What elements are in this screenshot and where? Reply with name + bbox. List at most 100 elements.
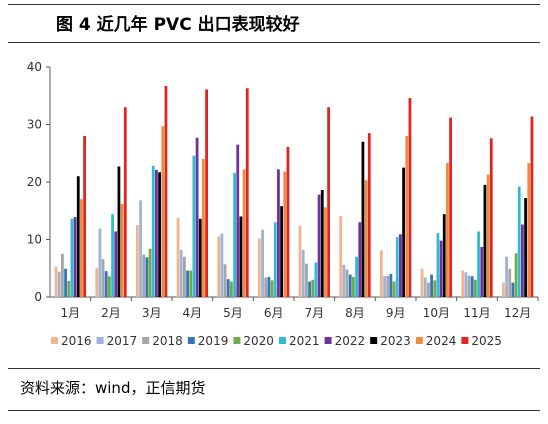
legend-label-2025: 2025 — [471, 334, 502, 348]
bar-2020-5 — [230, 281, 233, 297]
bar-2019-5 — [226, 279, 230, 297]
x-tick-label: 8月 — [345, 306, 365, 320]
bar-2022-9 — [399, 234, 402, 297]
bar-2025-11 — [489, 138, 493, 297]
bar-2017-5 — [220, 233, 224, 297]
bar-2024-3 — [161, 126, 165, 297]
legend-swatch-2019 — [187, 337, 195, 344]
bar-2021-3 — [151, 165, 155, 297]
x-tick-label: 11月 — [463, 306, 490, 320]
x-tick-label: 3月 — [142, 306, 162, 320]
bar-2023-8 — [361, 141, 365, 297]
y-axis: 0 10 20 30 40 — [27, 60, 51, 304]
bar-2024-10 — [446, 163, 449, 297]
bar-2017-11 — [464, 272, 468, 297]
bar-2022-5 — [236, 144, 240, 298]
bar-2021-11 — [477, 231, 480, 297]
bar-2021-12 — [517, 186, 521, 297]
legend-label-2024: 2024 — [426, 334, 457, 348]
bar-2023-7 — [320, 190, 324, 297]
bar-2019-12 — [511, 282, 515, 298]
x-tick-label: 1月 — [61, 306, 81, 320]
legend: 2016 2017 2018 2019 2020 2021 2022 2023 2024 2025 — [51, 334, 502, 348]
bar-2016-10 — [420, 268, 424, 297]
bar-2020-3 — [148, 248, 152, 297]
bar-2017-4 — [179, 249, 183, 297]
bar-2018-5 — [223, 264, 227, 297]
bar-2018-6 — [264, 277, 268, 297]
legend-swatch-2024 — [415, 337, 423, 344]
bar-2023-1 — [76, 176, 80, 297]
bar-2020-12 — [514, 253, 518, 297]
export-bar-chart: 0 10 20 30 40 1月 2月 3月 4月 5月 6月 7月 8月 9月 10月 11月 12月 20… — [27, 60, 539, 348]
bar-2017-12 — [505, 256, 508, 297]
bar-2016-12 — [502, 282, 505, 298]
bar-2016-6 — [258, 238, 261, 297]
bar-2017-3 — [139, 200, 142, 297]
legend-label-2020: 2020 — [243, 334, 274, 348]
bar-2024-9 — [405, 136, 409, 297]
bar-2022-12 — [521, 224, 524, 297]
bar-2025-3 — [164, 85, 168, 297]
legend-label-2021: 2021 — [289, 334, 320, 348]
bar-2024-1 — [80, 199, 83, 297]
bar-2024-5 — [242, 169, 246, 297]
bar-2016-3 — [136, 225, 139, 298]
legend-swatch-2022 — [324, 337, 332, 344]
bar-2019-6 — [267, 276, 271, 298]
source-note: 资料来源：wind，正信期货 — [20, 379, 206, 397]
bottom-rule — [8, 410, 540, 411]
bar-2017-10 — [423, 277, 427, 297]
y-tick-label: 20 — [27, 175, 42, 189]
bar-2021-8 — [355, 256, 358, 297]
bar-2022-3 — [155, 169, 158, 297]
bar-2021-6 — [273, 222, 277, 297]
bar-2021-7 — [314, 262, 318, 297]
bar-2019-2 — [104, 271, 108, 298]
x-tick-label: 2月 — [101, 306, 121, 320]
bar-2019-7 — [308, 281, 311, 297]
bar-2023-3 — [158, 172, 161, 297]
bar-2018-8 — [345, 269, 349, 297]
bar-2021-9 — [395, 237, 399, 297]
title-rule — [8, 42, 540, 43]
bar-2025-4 — [205, 89, 208, 297]
bar-2018-3 — [142, 254, 146, 297]
bar-2022-2 — [114, 231, 118, 297]
bar-2023-6 — [280, 206, 283, 297]
bar-2019-9 — [389, 274, 393, 297]
bar-2021-10 — [436, 233, 440, 297]
x-tick-label: 6月 — [264, 306, 284, 320]
bar-2018-12 — [508, 268, 512, 297]
bar-2019-1 — [64, 268, 67, 297]
bars — [54, 85, 534, 298]
bar-2024-11 — [486, 174, 490, 297]
legend-swatch-2016 — [51, 337, 58, 344]
bar-2025-7 — [327, 107, 330, 297]
bar-2020-9 — [392, 281, 396, 297]
bar-2024-7 — [324, 207, 327, 297]
bar-2016-5 — [217, 236, 221, 298]
bar-2019-10 — [430, 274, 433, 297]
bar-2017-2 — [98, 228, 102, 297]
bar-2024-6 — [283, 171, 287, 297]
bar-2022-7 — [317, 194, 321, 297]
legend-swatch-2017 — [96, 337, 104, 344]
bar-2023-11 — [483, 184, 487, 298]
x-tick-label: 9月 — [386, 306, 406, 320]
bar-2018-7 — [305, 263, 308, 297]
bar-2025-6 — [286, 146, 290, 297]
bar-2023-12 — [524, 198, 527, 297]
bar-2018-1 — [61, 253, 64, 298]
bar-2020-7 — [311, 279, 315, 297]
y-tick-label: 30 — [27, 118, 42, 132]
bar-2020-6 — [270, 280, 274, 297]
x-tick-label: 4月 — [183, 306, 203, 320]
bar-2025-2 — [123, 107, 127, 297]
legend-swatch-2025 — [461, 337, 469, 344]
bar-2017-8 — [342, 264, 346, 297]
bar-2023-9 — [402, 167, 405, 298]
bar-2024-12 — [527, 163, 531, 297]
bar-2025-12 — [530, 116, 534, 297]
bar-2018-11 — [467, 275, 471, 297]
